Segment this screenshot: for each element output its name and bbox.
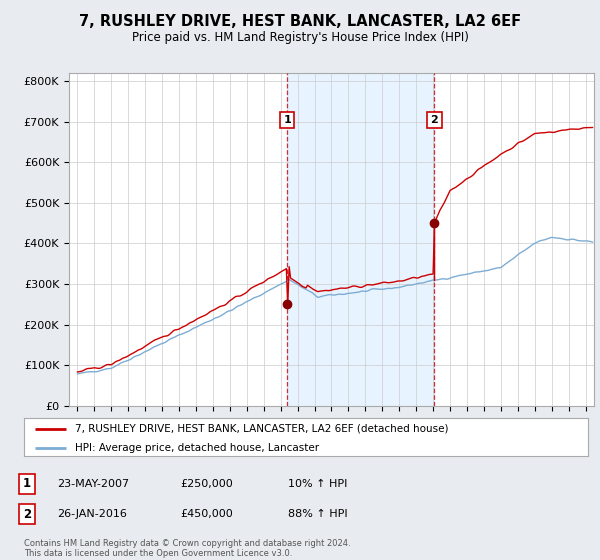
Text: 7, RUSHLEY DRIVE, HEST BANK, LANCASTER, LA2 6EF (detached house): 7, RUSHLEY DRIVE, HEST BANK, LANCASTER, …	[75, 423, 448, 433]
Text: £450,000: £450,000	[180, 509, 233, 519]
Text: Contains HM Land Registry data © Crown copyright and database right 2024.
This d: Contains HM Land Registry data © Crown c…	[24, 539, 350, 558]
Text: Price paid vs. HM Land Registry's House Price Index (HPI): Price paid vs. HM Land Registry's House …	[131, 31, 469, 44]
Text: 26-JAN-2016: 26-JAN-2016	[57, 509, 127, 519]
Text: 10% ↑ HPI: 10% ↑ HPI	[288, 479, 347, 489]
Text: 2: 2	[23, 507, 31, 521]
Text: 1: 1	[23, 477, 31, 491]
Text: HPI: Average price, detached house, Lancaster: HPI: Average price, detached house, Lanc…	[75, 442, 319, 452]
Text: 1: 1	[283, 115, 291, 125]
Text: 7, RUSHLEY DRIVE, HEST BANK, LANCASTER, LA2 6EF: 7, RUSHLEY DRIVE, HEST BANK, LANCASTER, …	[79, 14, 521, 29]
Text: 88% ↑ HPI: 88% ↑ HPI	[288, 509, 347, 519]
Bar	[287, 73, 434, 406]
Text: 2: 2	[430, 115, 438, 125]
Text: £250,000: £250,000	[180, 479, 233, 489]
Text: 23-MAY-2007: 23-MAY-2007	[57, 479, 129, 489]
